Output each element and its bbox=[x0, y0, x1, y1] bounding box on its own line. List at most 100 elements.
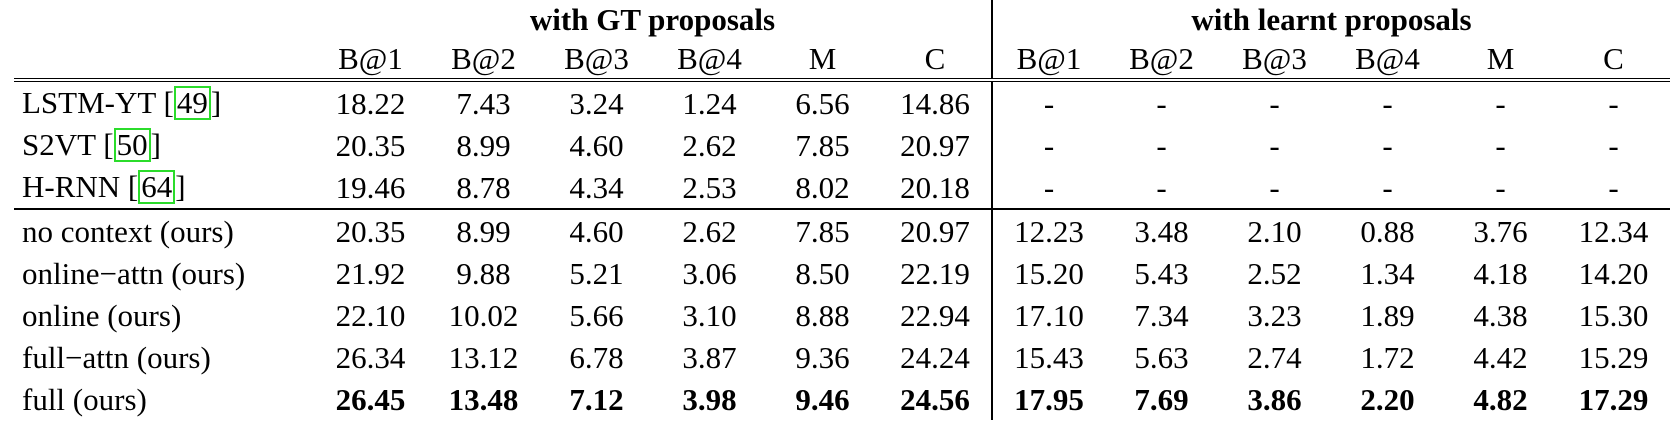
metric-cell-gt: 3.87 bbox=[682, 339, 737, 375]
metric-cell-gt: 18.22 bbox=[314, 78, 427, 124]
method-name: LSTM-YT [ bbox=[22, 85, 174, 121]
method-name-cell: no context (ours) bbox=[14, 208, 314, 252]
method-name-cell: LSTM-YT [49] bbox=[14, 78, 314, 124]
metric-cell-gt: 24.56 bbox=[879, 378, 993, 420]
metric-cell-learnt: 12.23 bbox=[992, 208, 1105, 252]
metric-cell-learnt: 4.18 bbox=[1473, 255, 1528, 291]
metric-cell-gt: 14.86 bbox=[879, 78, 993, 124]
metric-cell-gt: 20.18 bbox=[879, 166, 993, 209]
citation-bracket: ] bbox=[150, 127, 161, 163]
metric-cell-gt: 8.50 bbox=[795, 255, 850, 291]
citation-link[interactable]: 64 bbox=[138, 170, 176, 204]
metric-cell-learnt: 3.86 bbox=[1247, 381, 1302, 417]
metric-cell-learnt: 17.29 bbox=[1578, 381, 1649, 417]
group-header-row: with GT proposals with learnt proposals bbox=[14, 0, 1670, 38]
metric-cell-gt: 3.98 bbox=[682, 381, 737, 417]
results-table: with GT proposals with learnt proposals … bbox=[14, 0, 1670, 420]
method-name: no context (ours) bbox=[22, 213, 234, 249]
metric-cell-learnt: 7.69 bbox=[1134, 381, 1189, 417]
citation-link[interactable]: 50 bbox=[113, 128, 151, 162]
table-row: S2VT [50] 20.35 8.99 4.60 2.62 7.85 20.97 - - - - -… bbox=[14, 124, 1670, 166]
metric-cell-learnt: 5.43 bbox=[1134, 255, 1189, 291]
method-name-cell: full (ours) bbox=[14, 378, 314, 420]
metric-cell-learnt: 2.52 bbox=[1247, 255, 1302, 291]
metric-cell-gt: 5.66 bbox=[569, 297, 624, 333]
method-name: full−attn (ours) bbox=[22, 339, 211, 375]
metric-cell-learnt: 3.48 bbox=[1105, 208, 1218, 252]
metric-cell-gt: 4.60 bbox=[569, 127, 624, 163]
metric-cell-learnt: 14.20 bbox=[1578, 255, 1649, 291]
metric-header: C bbox=[879, 38, 993, 80]
method-name: online−attn (ours) bbox=[22, 255, 246, 291]
metric-cell-learnt: 1.72 bbox=[1360, 339, 1415, 375]
metric-cell-gt: 9.46 bbox=[795, 381, 850, 417]
method-name-cell: online−attn (ours) bbox=[14, 252, 314, 294]
method-name: H-RNN [ bbox=[22, 169, 139, 205]
metric-cell-learnt: 1.89 bbox=[1360, 297, 1415, 333]
metric-cell-learnt: - bbox=[1382, 169, 1393, 205]
metric-cell-learnt: 0.88 bbox=[1331, 208, 1444, 252]
metric-cell-gt: 26.34 bbox=[335, 339, 406, 375]
metric-cell-gt: 22.10 bbox=[335, 297, 406, 333]
metric-cell-gt: 6.56 bbox=[766, 78, 879, 124]
metric-header: B@2 bbox=[451, 40, 516, 76]
metric-cell-gt: 24.24 bbox=[879, 336, 993, 378]
metric-cell-gt: 20.97 bbox=[879, 124, 993, 166]
method-name: online (ours) bbox=[22, 297, 182, 333]
metric-cell-learnt: - bbox=[1043, 169, 1055, 205]
metric-cell-gt: 6.78 bbox=[569, 339, 624, 375]
metric-cell-gt: 2.62 bbox=[682, 127, 737, 163]
method-name: full (ours) bbox=[22, 381, 147, 417]
metric-cell-learnt: 4.38 bbox=[1473, 297, 1528, 333]
citation-bracket: ] bbox=[175, 169, 186, 205]
metric-header: B@3 bbox=[564, 40, 629, 76]
metric-cell-learnt: - bbox=[1156, 127, 1167, 163]
metric-cell-gt: 8.99 bbox=[456, 127, 511, 163]
metric-cell-gt: 7.12 bbox=[569, 381, 624, 417]
metric-cell-learnt: 2.20 bbox=[1360, 381, 1415, 417]
metric-cell-gt: 3.24 bbox=[540, 78, 653, 124]
empty-corner bbox=[14, 0, 314, 38]
metric-cell-gt: 22.94 bbox=[879, 294, 993, 336]
metric-cell-gt: 26.45 bbox=[335, 381, 406, 417]
metric-cell-gt: 7.85 bbox=[766, 208, 879, 252]
metric-cell-gt: 2.53 bbox=[682, 169, 737, 205]
metric-cell-gt: 7.85 bbox=[795, 127, 850, 163]
metric-cell-gt: 13.12 bbox=[448, 339, 519, 375]
metric-cell-learnt: 3.23 bbox=[1247, 297, 1302, 333]
metric-cell-learnt: 4.82 bbox=[1473, 381, 1528, 417]
citation-link[interactable]: 49 bbox=[173, 86, 211, 120]
group-learnt-header: with learnt proposals bbox=[1191, 1, 1472, 37]
metric-cell-gt: 9.88 bbox=[456, 255, 511, 291]
metric-cell-gt: 21.92 bbox=[335, 255, 406, 291]
metric-cell-learnt: 7.34 bbox=[1134, 297, 1189, 333]
method-name-cell: online (ours) bbox=[14, 294, 314, 336]
metric-cell-gt: 20.35 bbox=[314, 208, 427, 252]
metric-cell-learnt: 5.63 bbox=[1134, 339, 1189, 375]
metric-header-row: B@1 B@2 B@3 B@4 M C B@1 B@2 B@3 B@4 M C bbox=[14, 38, 1670, 80]
citation-bracket: ] bbox=[210, 85, 222, 121]
metric-cell-learnt: - bbox=[1043, 127, 1055, 163]
metric-cell-gt: 8.88 bbox=[795, 297, 850, 333]
group-gt-header: with GT proposals bbox=[314, 0, 993, 38]
metric-cell-learnt: 17.95 bbox=[1014, 381, 1084, 417]
table-row: LSTM-YT [49] 18.22 7.43 3.24 1.24 6.56 14.86- -… bbox=[14, 78, 1670, 124]
metric-cell-learnt: - bbox=[1557, 78, 1670, 124]
metric-header: B@1 bbox=[338, 40, 403, 76]
metric-cell-learnt: 15.20 bbox=[1014, 255, 1084, 291]
metric-cell-gt: 4.34 bbox=[569, 169, 624, 205]
method-name-cell: full−attn (ours) bbox=[14, 336, 314, 378]
metric-header: B@4 bbox=[1355, 40, 1420, 76]
table-row: full−attn (ours) 26.34 13.12 6.78 3.87 9.36 24… bbox=[14, 336, 1670, 378]
metric-cell-learnt: - bbox=[1269, 127, 1280, 163]
metric-cell-learnt: - bbox=[1218, 78, 1331, 124]
metric-cell-gt: 3.10 bbox=[682, 297, 737, 333]
metric-header: B@2 bbox=[1129, 40, 1194, 76]
metric-cell-learnt: - bbox=[992, 78, 1105, 124]
metric-cell-gt: 22.19 bbox=[879, 252, 993, 294]
metric-header: C bbox=[1603, 40, 1624, 76]
metric-cell-learnt: - bbox=[1495, 169, 1506, 205]
metric-cell-learnt: - bbox=[1331, 78, 1444, 124]
table-row: no context (ours) 20.35 8.99 4.60 2.62 7.85 20… bbox=[14, 208, 1670, 252]
metric-cell-learnt: 17.10 bbox=[1014, 297, 1084, 333]
